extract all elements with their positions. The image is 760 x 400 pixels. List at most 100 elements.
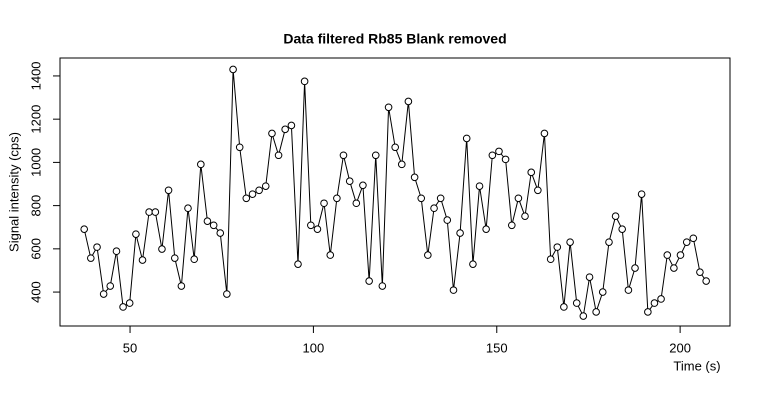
y-tick-label: 1000 <box>28 148 43 177</box>
data-point <box>598 288 607 296</box>
data-point <box>430 204 438 213</box>
data-point <box>235 143 244 152</box>
data-point <box>197 160 205 169</box>
data-point <box>482 225 490 233</box>
data-point <box>112 247 121 256</box>
data-point <box>417 194 426 203</box>
data-point <box>456 229 464 237</box>
data-point <box>676 251 685 259</box>
data-point <box>184 204 192 213</box>
data-point <box>145 208 153 216</box>
data-point <box>404 97 413 106</box>
data-point <box>138 256 147 264</box>
data-point <box>274 151 283 160</box>
x-tick-label: 50 <box>123 340 137 355</box>
data-point <box>469 260 477 268</box>
data-point <box>689 234 698 243</box>
data-point <box>436 194 445 203</box>
data-point <box>170 254 179 262</box>
y-tick-label: 400 <box>28 281 43 303</box>
y-axis-label: Signal intensity (cps) <box>6 132 21 252</box>
data-point <box>151 208 160 216</box>
data-point <box>605 238 613 246</box>
data-point <box>365 277 373 285</box>
data-point <box>242 194 251 203</box>
data-point <box>345 177 354 185</box>
data-point <box>99 290 108 298</box>
x-tick-label: 100 <box>303 340 325 355</box>
data-point <box>462 134 471 143</box>
data-point <box>378 282 387 290</box>
data-point <box>106 282 115 290</box>
data-point <box>644 308 652 316</box>
data-point <box>637 190 646 198</box>
data-point <box>702 277 710 285</box>
data-point <box>579 312 588 320</box>
data-point <box>177 282 186 290</box>
data-point <box>501 155 510 164</box>
x-tick-label: 200 <box>669 340 691 355</box>
data-point <box>268 129 276 138</box>
data-point <box>521 212 529 221</box>
data-point <box>495 147 503 156</box>
data-point <box>132 230 140 238</box>
data-point <box>592 308 600 316</box>
data-point <box>631 264 639 272</box>
data-point <box>514 194 523 203</box>
chart-title: Data filtered Rb85 Blank removed <box>283 31 506 47</box>
data-point <box>488 151 497 160</box>
x-axis-label: Time (s) <box>673 358 720 373</box>
data-point <box>216 229 225 237</box>
data-point <box>534 186 542 195</box>
y-tick-label: 600 <box>28 238 43 260</box>
data-point <box>326 251 335 259</box>
data-point <box>313 225 322 233</box>
data-point <box>397 160 406 169</box>
data-point <box>611 212 620 221</box>
y-tick-label: 800 <box>28 195 43 217</box>
y-tick-label: 1200 <box>28 105 43 134</box>
data-point <box>391 143 399 152</box>
data-point <box>546 255 555 264</box>
data-point <box>657 295 665 303</box>
data-point <box>158 245 166 253</box>
data-point <box>682 238 691 246</box>
data-point <box>508 221 516 230</box>
data-point <box>255 186 263 195</box>
data-point <box>572 299 581 307</box>
data-point <box>229 65 237 74</box>
data-point <box>352 199 361 208</box>
data-point <box>339 151 348 160</box>
data-point <box>696 268 704 276</box>
data-point <box>410 173 419 182</box>
data-point <box>261 182 270 190</box>
data-point <box>553 243 562 251</box>
data-point <box>650 299 659 307</box>
data-point <box>384 103 393 112</box>
data-point <box>209 221 218 230</box>
data-point <box>560 303 568 311</box>
data-point <box>287 121 296 130</box>
data-point <box>300 77 309 86</box>
data-point <box>87 254 95 262</box>
data-point <box>585 273 594 281</box>
data-point <box>125 299 134 307</box>
data-point <box>371 151 380 160</box>
data-point <box>540 129 549 138</box>
data-point <box>190 255 199 264</box>
data-point <box>164 186 173 195</box>
data-point <box>333 194 341 203</box>
data-point <box>203 217 212 225</box>
data-point <box>424 251 432 259</box>
data-point <box>307 221 315 230</box>
data-point <box>475 182 484 190</box>
data-point <box>119 303 127 311</box>
data-point <box>223 290 231 298</box>
data-point <box>527 168 536 177</box>
x-tick-label: 150 <box>486 340 508 355</box>
data-point <box>281 125 289 134</box>
data-point <box>663 251 672 259</box>
data-point <box>359 181 367 190</box>
data-point <box>294 260 302 268</box>
